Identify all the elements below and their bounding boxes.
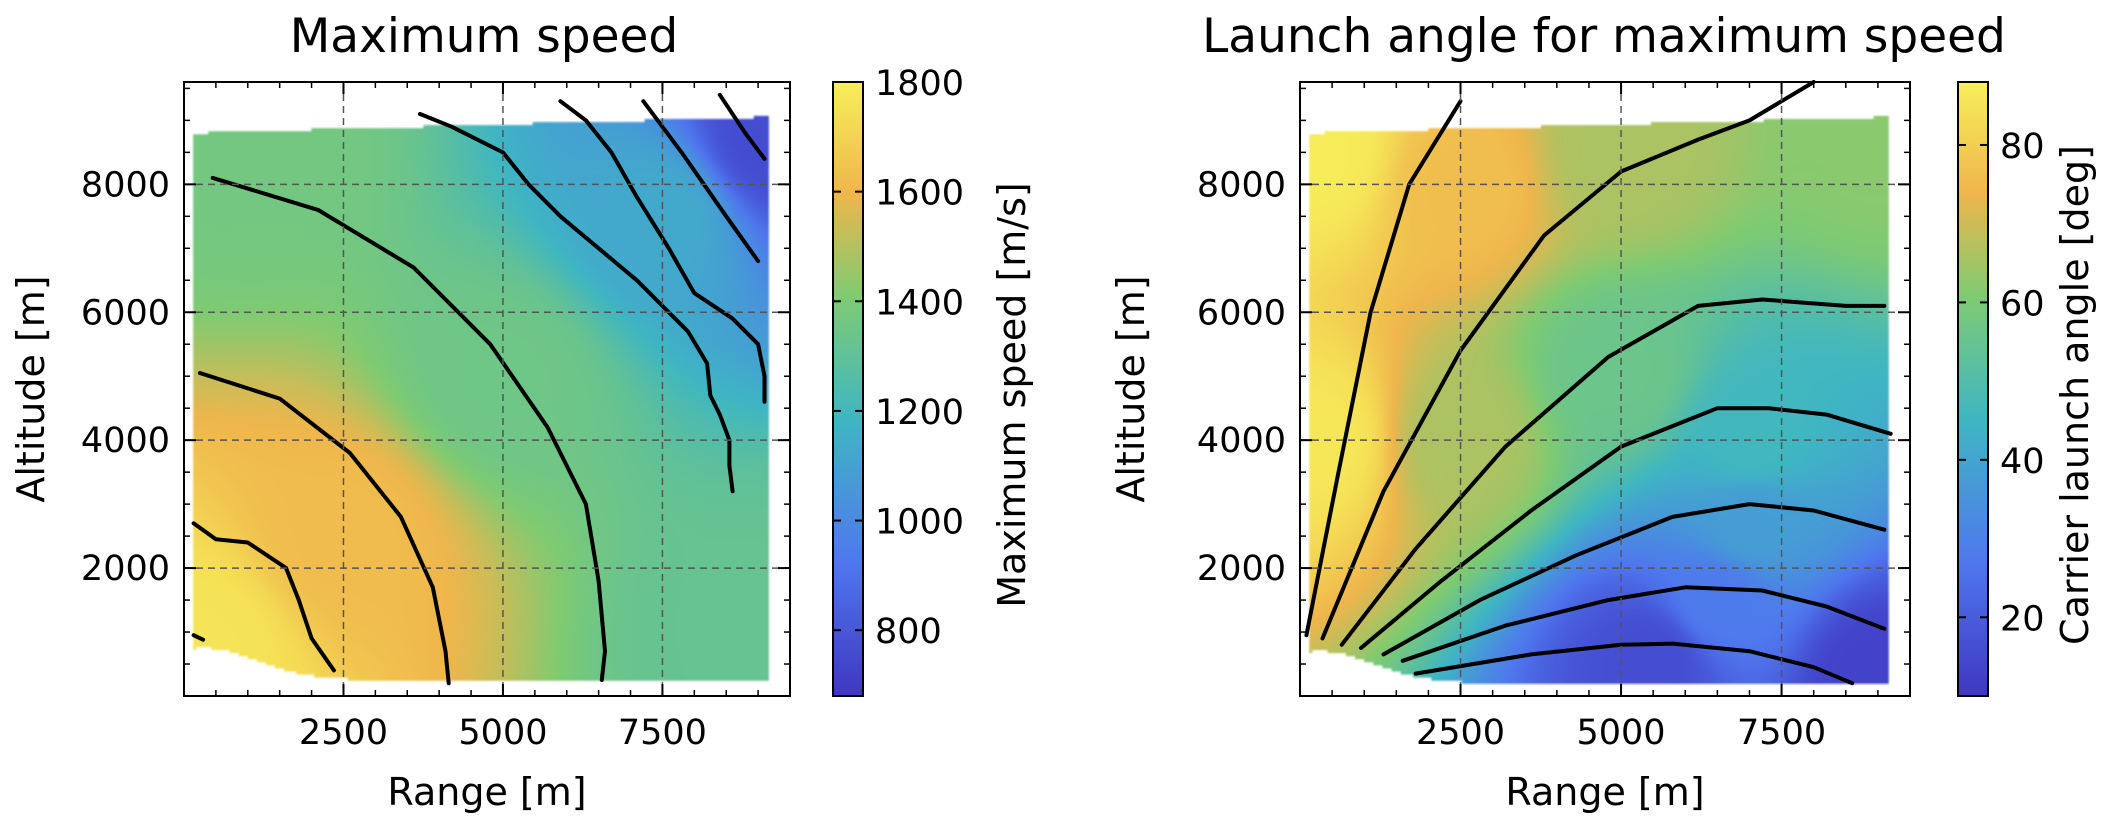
right-contour-line-3 <box>1359 406 1893 650</box>
left-y-tick-label: 4000 <box>81 421 170 461</box>
right-contour-line-5 <box>1400 585 1887 663</box>
right-y-tick-label: 6000 <box>1197 293 1286 333</box>
left-colorbar-tick-label: 1000 <box>875 503 964 543</box>
left-ylabel: Altitude [m] <box>9 275 53 502</box>
right-colorbar-tick-label: 60 <box>2000 284 2045 324</box>
right-contour-line-6 <box>1413 641 1855 686</box>
right-contour-line-4 <box>1381 502 1887 657</box>
right-colorbar-ticks: 20 40 60 80 <box>1958 127 2045 639</box>
right-colorbar <box>1957 81 1989 697</box>
left-panel: Maximum speed 2500 5000 7500 2000 4000 6000 80… <box>9 9 1034 814</box>
left-x-tick-label: 2500 <box>299 713 388 753</box>
right-colorbar-tick-label: 20 <box>2000 599 2045 639</box>
right-colorbar-tick-label: 40 <box>2000 442 2045 482</box>
left-y-tick-label: 2000 <box>81 549 170 589</box>
left-grid <box>184 82 790 696</box>
right-x-tick-label: 2500 <box>1416 713 1505 753</box>
right-contour-line-1 <box>1320 80 1816 641</box>
left-colorbar-tick-label: 1400 <box>875 283 964 323</box>
left-axes-frame <box>183 81 791 697</box>
right-y-tick-label: 4000 <box>1197 421 1286 461</box>
right-contour-lines <box>1304 80 1893 686</box>
right-y-tick-label: 8000 <box>1197 165 1286 205</box>
right-panel: Launch angle for maximum speed 2500 5000 7… <box>1109 9 2097 814</box>
left-y-tick-label: 8000 <box>81 165 170 205</box>
left-xlabel: Range [m] <box>387 770 586 814</box>
right-grid <box>1300 82 1910 696</box>
left-colorbar-label: Maximum speed [m/s] <box>990 182 1034 607</box>
left-colorbar-tick-label: 1800 <box>875 64 964 104</box>
left-contour-line-4 <box>418 112 735 494</box>
right-contour-line-2 <box>1339 297 1887 647</box>
right-colorbar-label: Carrier launch angle [deg] <box>2053 145 2097 645</box>
right-y-tick-label: 2000 <box>1197 549 1286 589</box>
left-x-tick-label: 7500 <box>618 713 707 753</box>
left-ticks: 2500 5000 7500 2000 4000 6000 8000 <box>81 82 790 753</box>
right-title: Launch angle for maximum speed <box>1202 9 2006 64</box>
left-colorbar-tick-label: 1600 <box>875 174 964 214</box>
left-colorbar-tick-label: 1200 <box>875 393 964 433</box>
left-contour-line-5 <box>558 99 767 404</box>
left-contour-line-2 <box>197 371 451 686</box>
left-y-tick-label: 6000 <box>81 293 170 333</box>
right-contour-line-0 <box>1304 99 1463 638</box>
left-contour-line-0 <box>191 633 206 642</box>
left-colorbar-ticks: 800 1000 1200 1400 1600 1800 <box>833 64 964 652</box>
right-x-tick-label: 5000 <box>1577 713 1666 753</box>
left-colorbar-tick-label: 800 <box>875 612 942 652</box>
right-xlabel: Range [m] <box>1505 770 1704 814</box>
left-x-tick-label: 5000 <box>458 713 547 753</box>
right-ylabel: Altitude [m] <box>1109 275 1153 502</box>
right-axes-frame <box>1299 81 1911 697</box>
left-colorbar <box>832 81 864 697</box>
right-ticks: 2500 5000 7500 2000 4000 6000 8000 <box>1197 82 1910 753</box>
left-contour-line-7 <box>717 92 767 161</box>
left-contour-line-3 <box>210 175 607 682</box>
right-x-tick-label: 7500 <box>1737 713 1826 753</box>
right-colorbar-tick-label: 80 <box>2000 127 2045 167</box>
left-title: Maximum speed <box>290 9 679 64</box>
